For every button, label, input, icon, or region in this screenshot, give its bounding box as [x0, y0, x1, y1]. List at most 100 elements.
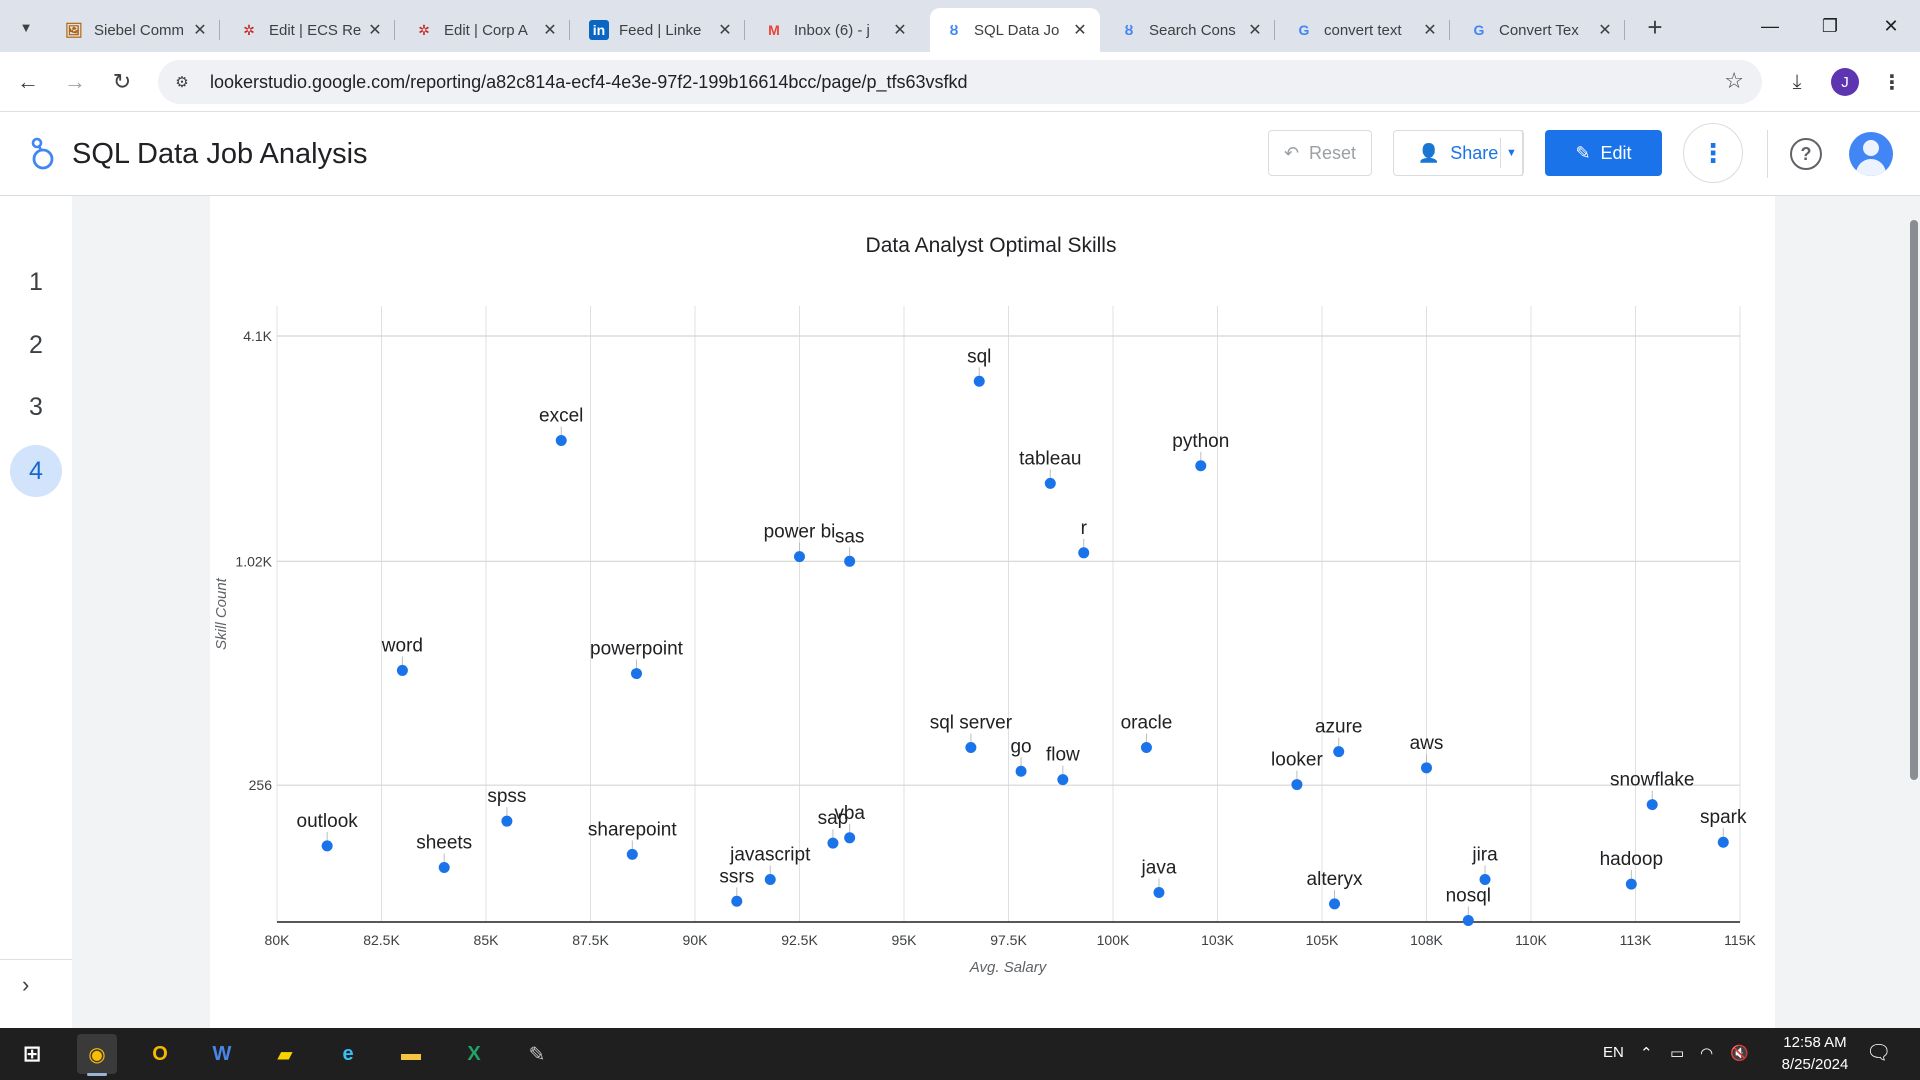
address-bar[interactable]: ⚙ lookerstudio.google.com/reporting/a82c…	[158, 60, 1762, 104]
data-point-tableau[interactable]: tableau	[1019, 448, 1081, 489]
tab-search-menu-button[interactable]: ▼	[10, 12, 42, 42]
x-tick-label: 110K	[1515, 932, 1547, 948]
close-tab-icon[interactable]: ✕	[1248, 22, 1262, 39]
data-point-alteryx[interactable]: alteryx	[1307, 869, 1363, 910]
close-tab-icon[interactable]: ✕	[543, 22, 557, 39]
x-tick-label: 97.5K	[990, 932, 1027, 948]
reset-button[interactable]: ↶ Reset	[1268, 130, 1372, 176]
back-button[interactable]: ←	[17, 69, 39, 94]
chrome-icon[interactable]: ◉	[77, 1034, 117, 1076]
page-link-2[interactable]: 2	[29, 330, 43, 359]
data-point-sql-server[interactable]: sql server	[930, 713, 1013, 754]
data-point-flow[interactable]: flow	[1046, 745, 1080, 786]
data-point-spark[interactable]: spark	[1700, 807, 1747, 848]
edge-icon[interactable]: e	[342, 1042, 354, 1065]
word-icon[interactable]: W	[212, 1042, 232, 1065]
data-point-jira[interactable]: jira	[1471, 845, 1498, 886]
data-point-r[interactable]: r	[1078, 518, 1090, 559]
restore-button[interactable]: ❐	[1821, 15, 1839, 36]
outlook-icon[interactable]: O	[152, 1042, 168, 1065]
browser-tab[interactable]: ✲ Edit | ECS Re ✕	[225, 8, 395, 52]
close-tab-icon[interactable]: ✕	[893, 22, 907, 39]
data-point-nosql[interactable]: nosql	[1446, 886, 1491, 927]
windows-start-icon[interactable]: ⊞	[22, 1041, 42, 1066]
browser-tab[interactable]: 🖼 Siebel Comm ✕	[50, 8, 220, 52]
close-window-button[interactable]: ✕	[1883, 15, 1899, 36]
close-tab-icon[interactable]: ✕	[1073, 22, 1087, 39]
more-options-button[interactable]: ⋮	[1683, 123, 1743, 183]
data-point-hadoop[interactable]: hadoop	[1600, 849, 1663, 890]
site-info-icon[interactable]: ⚙	[175, 74, 189, 91]
battery-icon[interactable]: ▭	[1670, 1045, 1685, 1062]
data-point-excel[interactable]: excel	[539, 406, 583, 447]
download-icon[interactable]: ⤓	[1792, 70, 1802, 93]
data-point-sas[interactable]: sas	[835, 526, 865, 567]
close-tab-icon[interactable]: ✕	[368, 22, 382, 39]
page-link-1[interactable]: 1	[29, 267, 43, 296]
data-point-word[interactable]: word	[381, 635, 423, 676]
minimize-button[interactable]: —	[1761, 15, 1779, 36]
browser-tab[interactable]: in Feed | Linke ✕	[575, 8, 745, 52]
data-point-java[interactable]: java	[1141, 857, 1177, 898]
file-explorer-icon[interactable]: ▬	[401, 1042, 421, 1065]
data-point-javascript[interactable]: javascript	[729, 845, 811, 886]
edit-button[interactable]: ✎ Edit	[1545, 130, 1662, 176]
data-point-sharepoint[interactable]: sharepoint	[588, 819, 677, 860]
browser-menu-icon[interactable]: ⋮	[1882, 71, 1902, 94]
close-tab-icon[interactable]: ✕	[1598, 22, 1612, 39]
reload-button[interactable]: ↻	[112, 69, 132, 94]
data-point-sap[interactable]: sap	[818, 808, 849, 849]
sticky-notes-icon[interactable]: ▰	[277, 1043, 293, 1066]
scatter-chart: Data Analyst Optimal Skills 80K 82.5K 85K 8…	[213, 234, 1756, 976]
tray-chevron-up-icon[interactable]: ⌃	[1640, 1045, 1653, 1062]
data-point-looker[interactable]: looker	[1271, 750, 1323, 791]
paint-icon[interactable]: ✎	[528, 1043, 546, 1066]
data-point-ssrs[interactable]: ssrs	[719, 866, 754, 907]
browser-tab[interactable]: ✲ Edit | Corp A ✕	[400, 8, 570, 52]
data-point-aws[interactable]: aws	[1410, 733, 1444, 774]
wifi-icon[interactable]: ◠	[1700, 1045, 1714, 1062]
forward-button[interactable]: →	[64, 69, 86, 94]
data-point-powerpoint[interactable]: powerpoint	[590, 639, 684, 680]
data-point-go[interactable]: go	[1010, 736, 1032, 777]
close-tab-icon[interactable]: ✕	[193, 22, 207, 39]
point-marker	[501, 815, 513, 827]
share-button[interactable]: 👤 Share	[1393, 130, 1523, 176]
account-button[interactable]	[1849, 132, 1893, 176]
data-point-azure[interactable]: azure	[1315, 717, 1363, 758]
data-point-spss[interactable]: spss	[487, 786, 526, 827]
tab-title: Edit | ECS Re	[269, 21, 362, 39]
volume-muted-icon[interactable]: 🔇	[1730, 1045, 1749, 1062]
data-point-sheets[interactable]: sheets	[416, 833, 472, 874]
new-tab-button[interactable]: +	[1647, 11, 1663, 42]
input-language[interactable]: EN	[1603, 1044, 1624, 1061]
excel-icon[interactable]: X	[467, 1042, 481, 1065]
pinwheel-icon: ✲	[418, 21, 430, 38]
browser-tab[interactable]: ȣ Search Cons ✕	[1105, 8, 1275, 52]
point-label: vba	[834, 803, 865, 824]
data-point-outlook[interactable]: outlook	[297, 811, 359, 852]
data-point-oracle[interactable]: oracle	[1121, 713, 1173, 754]
notifications-icon[interactable]: 🗨	[1866, 1042, 1892, 1064]
browser-tab[interactable]: M Inbox (6) - j ✕	[750, 8, 920, 52]
page-link-4[interactable]: 4	[10, 445, 62, 497]
share-dropdown-button[interactable]: ▼	[1500, 130, 1524, 176]
data-point-snowflake[interactable]: snowflake	[1610, 770, 1695, 811]
google-icon: G	[1298, 22, 1310, 38]
close-tab-icon[interactable]: ✕	[1423, 22, 1437, 39]
data-point-power-bi[interactable]: power bi	[764, 522, 836, 563]
help-button[interactable]: ?	[1790, 138, 1822, 170]
page-link-3[interactable]: 3	[29, 392, 43, 421]
browser-tab[interactable]: G Convert Tex ✕	[1455, 8, 1625, 52]
browser-tab[interactable]: ȣ SQL Data Jo ✕	[930, 8, 1100, 52]
profile-button[interactable]: J	[1829, 66, 1861, 98]
canvas-scrollbar-thumb[interactable]	[1910, 220, 1918, 780]
expand-nav-chevron-right-icon[interactable]: ›	[22, 972, 30, 997]
data-point-python[interactable]: python	[1172, 431, 1229, 472]
data-point-vba[interactable]: vba	[834, 803, 865, 844]
bookmark-star-icon[interactable]: ☆	[1724, 68, 1744, 93]
close-tab-icon[interactable]: ✕	[718, 22, 732, 39]
system-clock[interactable]: 12:58 AM 8/25/2024	[1760, 1032, 1870, 1076]
data-point-sql[interactable]: sql	[967, 346, 991, 387]
